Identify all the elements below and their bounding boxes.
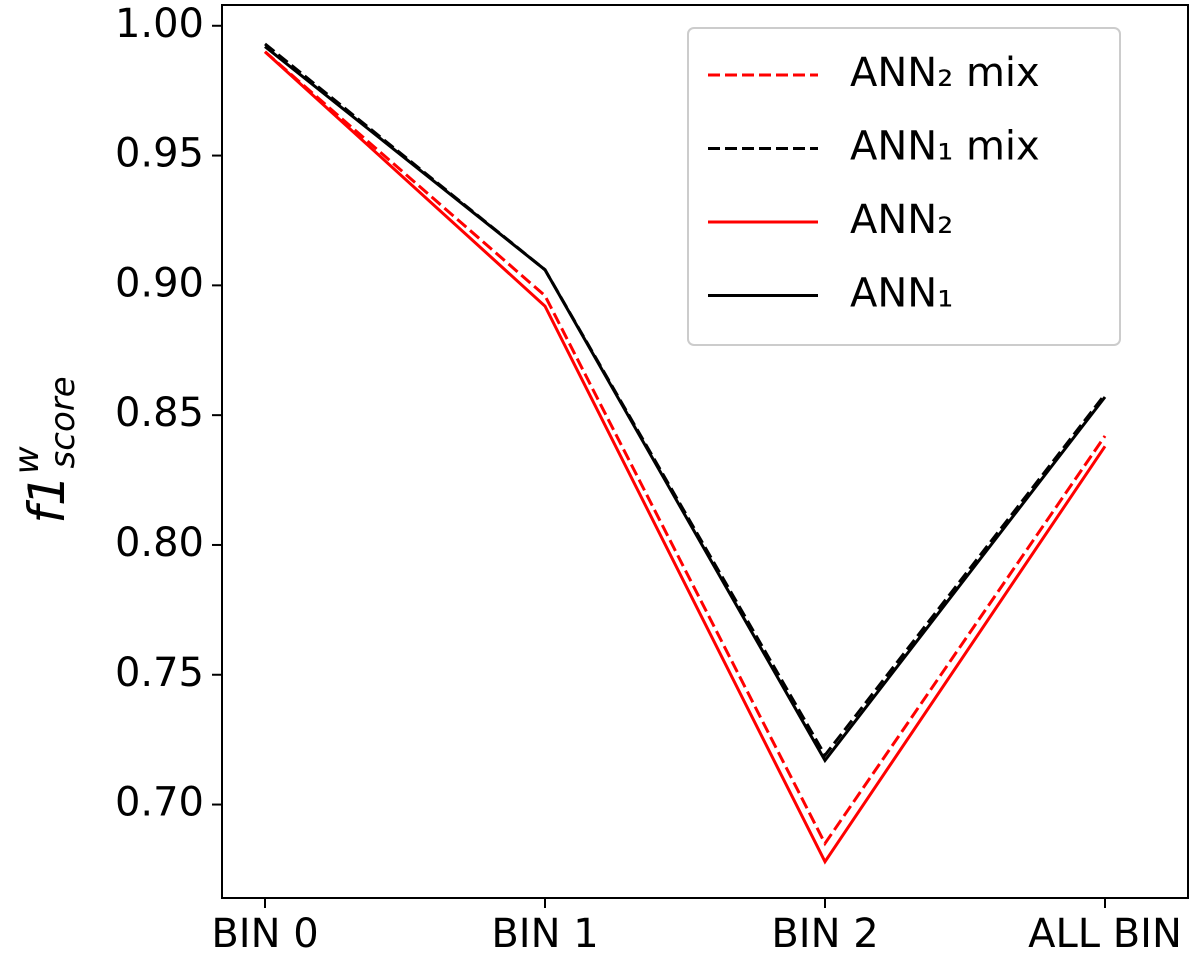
y-tick-label: 0.90 xyxy=(115,260,204,306)
y-label-base: f1 xyxy=(18,474,76,523)
legend-box xyxy=(687,27,1121,346)
y-tick-label: 0.75 xyxy=(115,650,204,696)
x-tick-label: BIN 1 xyxy=(491,911,598,957)
y-label-sub: score xyxy=(43,376,83,468)
y-tick-label: 0.85 xyxy=(115,390,204,436)
y-tick-label: 0.95 xyxy=(115,131,204,177)
legend-label: ANN₂ mix xyxy=(850,50,1040,96)
legend-label: ANN₁ mix xyxy=(850,124,1040,170)
legend-label: ANN₂ xyxy=(850,197,953,243)
legend-label: ANN₁ xyxy=(850,271,953,317)
x-tick-label: ALL BIN xyxy=(1028,911,1182,957)
x-tick-label: BIN 2 xyxy=(771,911,878,957)
series-line xyxy=(264,50,1107,847)
y-tick-label: 0.80 xyxy=(115,520,204,566)
y-tick-label: 0.70 xyxy=(115,780,204,826)
plot-frame xyxy=(221,4,1189,899)
series-line xyxy=(263,50,1107,865)
series-line xyxy=(264,45,1107,764)
y-label-sup: w xyxy=(7,446,47,474)
y-tick-label: 1.00 xyxy=(115,1,204,47)
x-tick-label: BIN 0 xyxy=(211,911,318,957)
y-axis-label: f1wscore xyxy=(7,376,83,523)
